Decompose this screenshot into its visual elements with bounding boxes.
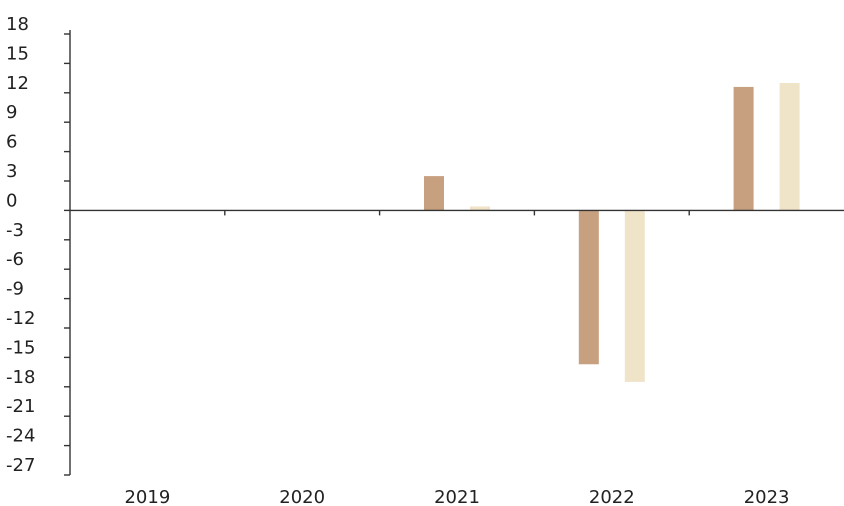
y-tick-label: 6 bbox=[6, 132, 17, 153]
axes bbox=[64, 30, 844, 476]
bars bbox=[424, 83, 800, 382]
y-tick-label: -3 bbox=[6, 220, 24, 241]
x-tick-labels: 2019 2020 2021 2022 2023 bbox=[124, 487, 789, 506]
bar-series1-2022 bbox=[578, 210, 599, 365]
y-tick-label: -12 bbox=[6, 308, 35, 329]
y-tick-label: -9 bbox=[6, 279, 24, 300]
bar-series1-2021 bbox=[424, 176, 444, 211]
x-tick-label: 2023 bbox=[744, 487, 790, 506]
y-tick-label: -18 bbox=[6, 367, 35, 388]
bar-series2-2022 bbox=[624, 210, 645, 382]
y-tick-label: 0 bbox=[6, 190, 17, 211]
y-tick-label: -6 bbox=[6, 249, 24, 270]
y-tick-label: 3 bbox=[6, 161, 17, 182]
x-tick-label: 2020 bbox=[279, 487, 325, 506]
y-tick-label: -21 bbox=[6, 396, 35, 417]
y-tick-labels: 18 15 12 9 6 3 0 -3 -6 -9 -12 -15 -18 -21 -24 -27 bbox=[6, 14, 35, 476]
y-tick-label: 12 bbox=[6, 73, 29, 94]
x-tick-label: 2019 bbox=[124, 487, 170, 506]
x-tick-label: 2021 bbox=[434, 487, 480, 506]
bar-series2-2023 bbox=[779, 83, 800, 211]
y-tick-label: -24 bbox=[6, 426, 35, 447]
x-tick-label: 2022 bbox=[589, 487, 635, 506]
y-tick-label: 18 bbox=[6, 14, 29, 35]
y-tick-label: -27 bbox=[6, 455, 35, 476]
bar-series1-2023 bbox=[733, 86, 754, 211]
y-tick-label: 15 bbox=[6, 43, 29, 64]
y-tick-label: 9 bbox=[6, 102, 17, 123]
y-tick-label: -15 bbox=[6, 337, 35, 358]
bar-series2-2021 bbox=[470, 206, 490, 211]
